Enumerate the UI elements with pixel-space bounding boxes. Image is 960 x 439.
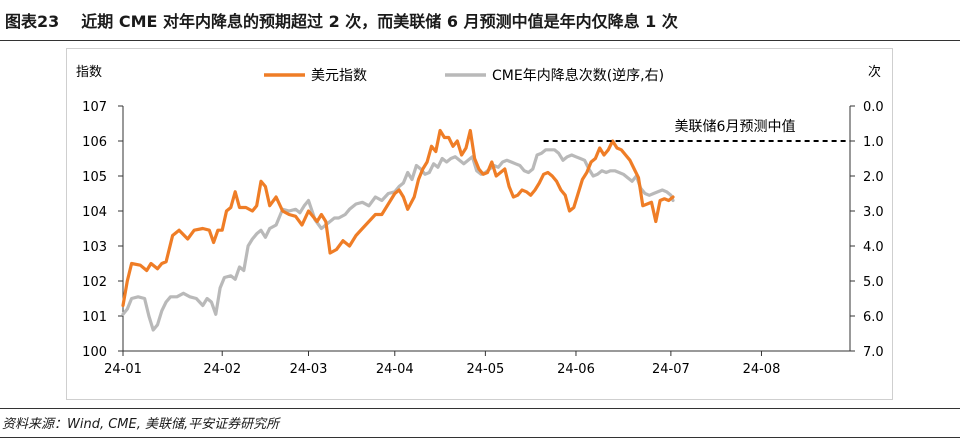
right-tick-label: 4.0 <box>863 240 884 255</box>
chart: 100 101 102 103 104 105 106 107 0.0 1.0 2.0 3.0 4.0 5… <box>76 64 884 377</box>
left-tick-label: 106 <box>82 135 107 150</box>
figure-label: 图表23 <box>5 12 60 31</box>
left-tick-label: 105 <box>82 170 107 185</box>
usd-index-line <box>121 128 675 308</box>
left-tick-label: 100 <box>82 345 107 360</box>
left-tick-label: 107 <box>82 100 107 115</box>
right-tick-label: 5.0 <box>863 275 884 290</box>
right-tick-label: 2.0 <box>863 170 884 185</box>
x-tick-label: 24-02 <box>203 362 241 377</box>
cme-cuts-line <box>121 148 675 332</box>
left-tick-label: 104 <box>82 205 107 220</box>
legend-label-cme: CME年内降息次数(逆序,右) <box>492 67 664 84</box>
x-tick-label: 24-03 <box>290 362 328 377</box>
x-tick-label: 24-05 <box>466 362 504 377</box>
right-axis-title: 次 <box>868 64 881 80</box>
figure-title: 近期 CME 对年内降息的预期超过 2 次，而美联储 6 月预测中值是年内仅降息… <box>81 12 678 31</box>
legend: 美元指数 CME年内降息次数(逆序,右) <box>264 67 664 84</box>
right-tick-label: 3.0 <box>863 205 884 220</box>
left-tick-label: 101 <box>82 310 107 325</box>
legend-label-usd: 美元指数 <box>311 68 367 84</box>
chart-frame <box>66 48 893 400</box>
left-axis-title: 指数 <box>76 65 102 80</box>
right-tick-label: 7.0 <box>863 345 884 360</box>
x-tick-label: 24-08 <box>743 362 781 377</box>
left-tick-label: 103 <box>82 240 107 255</box>
right-tick-label: 6.0 <box>863 310 884 325</box>
right-tick-label: 1.0 <box>863 135 884 150</box>
left-tick-label: 102 <box>82 275 107 290</box>
x-tick-label: 24-06 <box>557 362 595 377</box>
figure-header: 图表23 近期 CME 对年内降息的预期超过 2 次，而美联储 6 月预测中值是… <box>0 0 960 41</box>
source-footer: 资料来源：Wind, CME, 美联储,平安证券研究所 <box>0 408 960 438</box>
series-layer: 美联储6月预测中值 <box>121 119 850 332</box>
x-tick-label: 24-04 <box>376 362 414 377</box>
source-text: 资料来源：Wind, CME, 美联储,平安证券研究所 <box>2 417 280 432</box>
x-tick-label: 24-07 <box>652 362 690 377</box>
x-tick-label: 24-01 <box>104 362 142 377</box>
fed-median-label: 美联储6月预测中值 <box>675 119 796 135</box>
axes: 100 101 102 103 104 105 106 107 0.0 1.0 2.0 3.0 4.0 5… <box>76 64 884 377</box>
right-tick-label: 0.0 <box>863 100 884 115</box>
